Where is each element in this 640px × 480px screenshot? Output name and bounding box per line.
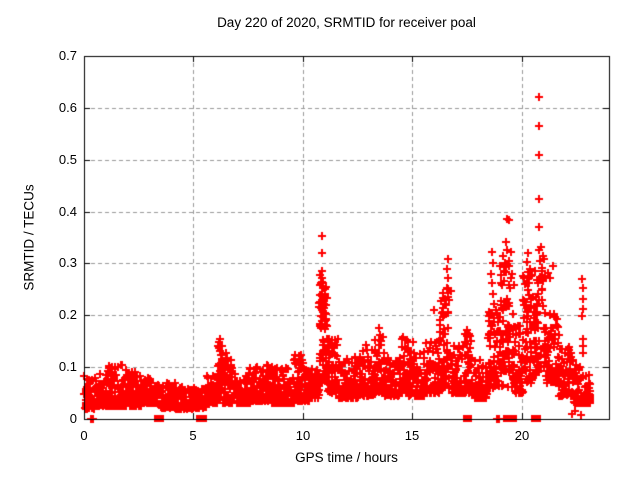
y-tick-label: 0.5 (58, 152, 77, 167)
y-tick-label: 0.3 (58, 255, 77, 270)
y-tick-label: 0.1 (58, 359, 77, 374)
y-tick-label: 0.2 (58, 307, 77, 322)
y-tick-label: 0 (69, 411, 77, 426)
y-tick-label: 0.7 (58, 48, 77, 63)
x-tick-label: 20 (514, 428, 530, 443)
x-axis-label: GPS time / hours (295, 450, 398, 465)
y-tick-label: 0.4 (58, 204, 77, 219)
x-tick-label: 0 (80, 428, 88, 443)
x-tick-label: 5 (189, 428, 197, 443)
x-tick-label: 15 (404, 428, 420, 443)
chart-title: Day 220 of 2020, SRMTID for receiver poa… (217, 15, 476, 30)
x-tick-label: 10 (295, 428, 311, 443)
y-tick-label: 0.6 (58, 100, 77, 115)
